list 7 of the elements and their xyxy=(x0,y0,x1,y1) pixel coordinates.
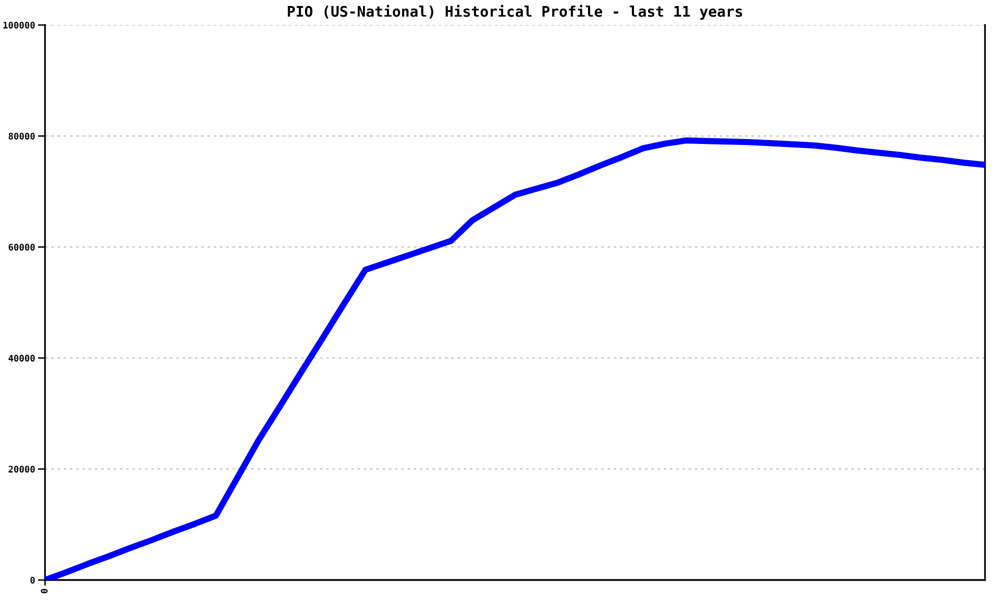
y-tick-label: 100000 xyxy=(3,22,35,29)
chart-title: PIO (US-National) Historical Profile - last 11 years xyxy=(288,4,742,20)
y-tick-label: 60000 xyxy=(8,244,35,251)
y-tick-label: 20000 xyxy=(8,466,35,473)
y-tick-label: 40000 xyxy=(8,354,35,362)
y-tick-label: 80000 xyxy=(8,132,35,140)
y-tick-label: 0 xyxy=(30,576,35,584)
